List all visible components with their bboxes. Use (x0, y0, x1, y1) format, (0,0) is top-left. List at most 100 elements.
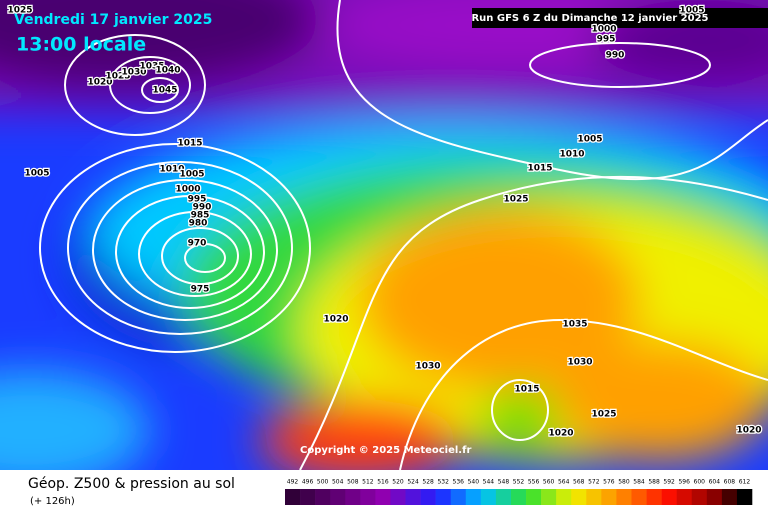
isobar-label: 1000 (591, 25, 616, 35)
isobar-label: 990 (193, 203, 212, 213)
scale-swatch (526, 489, 542, 505)
scale-label: 548 (498, 479, 510, 486)
scale-label: 524 (407, 479, 419, 486)
scale-label: 508 (347, 479, 359, 486)
isobar-label: 1020 (548, 429, 573, 439)
scale-swatch (480, 489, 497, 505)
scale-label: 568 (573, 479, 585, 486)
scale-label: 612 (739, 479, 751, 486)
isobar-label: 1005 (179, 170, 204, 180)
scale-label: 560 (543, 479, 555, 486)
valid-time: 13:00 locale (16, 34, 146, 56)
scale-label: 592 (663, 479, 675, 486)
isobar-label: 1020 (323, 315, 348, 325)
scale-label: 608 (724, 479, 736, 486)
scale-swatch (330, 489, 346, 505)
isobar-label: 1025 (105, 72, 130, 82)
scale-swatch (586, 489, 602, 505)
scale-label: 580 (618, 479, 630, 486)
scale-swatch (495, 489, 512, 505)
isobar-label: 1035 (139, 62, 164, 72)
scale-swatch (315, 489, 331, 505)
scale-swatch (736, 489, 753, 505)
isobar-label: 970 (188, 239, 207, 249)
isobar-label: 980 (189, 219, 208, 229)
isobar-label: 1015 (514, 385, 539, 395)
isobar-label: 1005 (577, 135, 602, 145)
isobar-label: 1025 (503, 195, 528, 205)
scale-label: 512 (362, 479, 374, 486)
isobar-label: 1020 (87, 78, 112, 88)
isobar-label: 1000 (175, 185, 200, 195)
scale-label: 588 (648, 479, 660, 486)
scale-label: 504 (332, 479, 344, 486)
scale-label: 572 (588, 479, 600, 486)
lead-time: (+ 126h) (30, 496, 75, 507)
scale-label: 496 (302, 479, 314, 486)
isobar-label: 1005 (679, 6, 704, 16)
scale-swatch (420, 489, 436, 505)
isobar-label: 1020 (736, 426, 761, 436)
copyright: Copyright © 2025 Meteociel.fr (300, 445, 471, 456)
scale-label: 532 (437, 479, 449, 486)
scale-label: 544 (483, 479, 495, 486)
scale-label: 604 (709, 479, 721, 486)
scale-swatch (345, 489, 361, 505)
isobar-label: 1040 (155, 66, 180, 76)
scale-label: 564 (558, 479, 570, 486)
scale-label: 576 (603, 479, 615, 486)
isobar-label: 1015 (177, 139, 202, 149)
isobar-label: 990 (606, 51, 625, 61)
isobar-label: 985 (191, 211, 210, 221)
scale-swatch (646, 489, 662, 505)
scale-swatch (721, 489, 738, 505)
scale-swatch (375, 489, 391, 505)
scale-label: 540 (468, 479, 480, 486)
run-info: Run GFS 6 Z du Dimanche 12 janvier 2025 (471, 13, 708, 24)
scale-swatch (691, 489, 708, 505)
scale-swatch (631, 489, 647, 505)
scale-swatch (285, 489, 301, 505)
scale-swatch (390, 489, 406, 505)
scale-swatch (661, 489, 677, 505)
scale-label: 520 (392, 479, 404, 486)
scale-swatch (450, 489, 467, 505)
scale-label: 500 (317, 479, 329, 486)
scale-label: 552 (513, 479, 525, 486)
scale-swatch (676, 489, 693, 505)
scale-swatch (465, 489, 482, 505)
run-box (472, 8, 768, 28)
isobar-label: 1025 (591, 410, 616, 420)
legend-title: Géop. Z500 & pression au sol (28, 476, 235, 492)
scale-label: 584 (633, 479, 645, 486)
isobar-label: 1045 (152, 86, 177, 96)
isobar-label: 1010 (559, 150, 584, 160)
scale-swatch (616, 489, 632, 505)
scale-label: 492 (287, 479, 299, 486)
scale-label: 516 (377, 479, 389, 486)
scale-label: 600 (694, 479, 706, 486)
scale-label: 536 (453, 479, 465, 486)
isobar-label: 1030 (121, 68, 146, 78)
scale-swatch (541, 489, 557, 505)
scale-swatch (510, 489, 527, 505)
scale-swatch (405, 489, 421, 505)
scale-swatch (556, 489, 572, 505)
isobar-label: 1030 (567, 358, 592, 368)
isobar-label: 995 (188, 195, 207, 205)
scale-swatch (435, 489, 452, 505)
isobar-label: 975 (191, 285, 210, 295)
scale-swatch (571, 489, 587, 505)
scale-swatch (360, 489, 376, 505)
scale-swatch (601, 489, 617, 505)
isobar-label: 1025 (7, 6, 32, 16)
isobar-label: 1015 (527, 164, 552, 174)
valid-date: Vendredi 17 janvier 2025 (14, 12, 212, 28)
scale-label: 556 (528, 479, 540, 486)
isobar-label: 1010 (159, 165, 184, 175)
isobar-label: 1030 (415, 362, 440, 372)
isobar-label: 1005 (24, 169, 49, 179)
scale-label: 528 (422, 479, 434, 486)
scale-label: 596 (678, 479, 690, 486)
